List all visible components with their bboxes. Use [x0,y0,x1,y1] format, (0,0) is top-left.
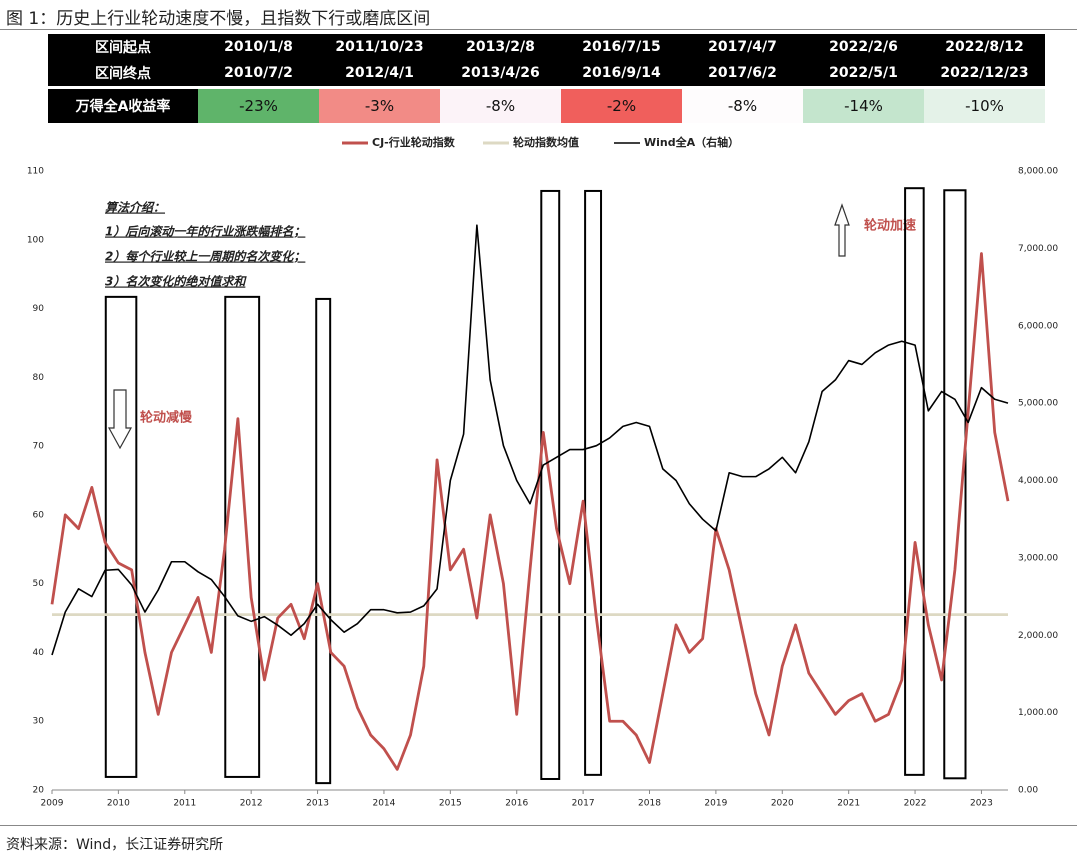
highlight-box [584,189,603,776]
x-tick-label: 2012 [240,799,263,809]
y-tick-label: 30 [33,717,45,727]
period-start: 2010/1/8 [198,34,319,60]
y2-tick-label: 0.00 [1018,786,1038,796]
period-start: 2022/2/6 [803,34,924,60]
highlight-box [315,297,332,785]
method-line: 2）每个行业较上一周期的名次变化； [105,250,305,264]
row-label: 区间终点 [48,60,198,86]
period-start: 2022/8/12 [924,34,1045,60]
period-end: 2022/5/1 [803,60,924,86]
highlight-box [104,295,138,778]
y2-tick-label: 7,000.00 [1018,244,1058,254]
x-tick-label: 2018 [638,799,661,809]
period-return: -8% [440,86,561,123]
y-tick-label: 20 [33,786,45,796]
y2-tick-label: 8,000.00 [1018,167,1058,177]
period-start: 2013/2/8 [440,34,561,60]
row-label: 万得全A收益率 [48,86,198,123]
y-tick-label: 50 [33,579,45,589]
x-tick-label: 2009 [41,799,64,809]
y2-tick-label: 4,000.00 [1018,476,1058,486]
y-tick-label: 90 [33,304,45,314]
highlight-box [904,187,925,776]
y2-tick-label: 2,000.00 [1018,631,1058,641]
y2-tick-label: 5,000.00 [1018,399,1058,409]
method-line: 3）名次变化的绝对值求和 [105,275,247,289]
x-tick-label: 2023 [970,799,993,809]
x-tick-label: 2013 [306,799,329,809]
method-line: 1）后向滚动一年的行业涨跌幅排名； [105,225,305,239]
x-tick-label: 2021 [837,799,860,809]
period-end: 2013/4/26 [440,60,561,86]
x-tick-label: 2019 [704,799,727,809]
source-rule [0,825,1077,826]
highlight-box [943,189,967,780]
x-tick-label: 2020 [771,799,794,809]
period-return: -8% [682,86,803,123]
x-tick-label: 2016 [505,799,528,809]
x-tick-label: 2011 [173,799,196,809]
y2-tick-label: 1,000.00 [1018,708,1058,718]
y-tick-label: 70 [33,442,45,452]
x-tick-label: 2010 [107,799,130,809]
series-line [50,252,1010,771]
y2-tick-label: 6,000.00 [1018,321,1058,331]
y2-tick-label: 3,000.00 [1018,553,1058,563]
series-line [51,224,1009,656]
source-note: 资料来源：Wind，长江证券研究所 [6,837,224,853]
table-row: 区间起点 2010/1/8 2011/10/23 2013/2/8 2016/7/15 2… [48,34,1045,60]
period-end: 2016/9/14 [561,60,682,86]
highlight-box [224,295,261,778]
period-return: -10% [924,86,1045,123]
legend-label: CJ-行业轮动指数 [372,135,456,149]
period-return: -14% [803,86,924,123]
period-start: 2017/4/7 [682,34,803,60]
y-tick-label: 110 [27,167,44,177]
period-end: 2017/6/2 [682,60,803,86]
period-end: 2012/4/1 [319,60,440,86]
legend-label: 轮动指数均值 [513,135,579,149]
period-return: -23% [198,86,319,123]
row-label: 区间起点 [48,34,198,60]
x-tick-label: 2015 [439,799,462,809]
period-start: 2016/7/15 [561,34,682,60]
period-return: -2% [561,86,682,123]
highlight-box [540,189,561,780]
speed-up-note: 轮动加速 [864,218,916,234]
period-table: 区间起点 2010/1/8 2011/10/23 2013/2/8 2016/7/15 2… [48,34,1045,123]
down-arrow [107,389,133,450]
period-return: -3% [319,86,440,123]
x-tick-label: 2014 [372,799,395,809]
slow-down-note: 轮动减慢 [140,410,193,426]
up-arrow [834,203,850,257]
title-rule [0,29,1077,30]
period-end: 2010/7/2 [198,60,319,86]
x-tick-label: 2022 [904,799,927,809]
x-tick-label: 2017 [572,799,595,809]
period-start: 2011/10/23 [319,34,440,60]
y-tick-label: 60 [33,510,45,520]
y-tick-label: 80 [33,373,45,383]
period-end: 2022/12/23 [924,60,1045,86]
table-row: 区间终点 2010/7/2 2012/4/1 2013/4/26 2016/9/14 20… [48,60,1045,86]
legend-label: Wind全A（右轴） [644,135,739,149]
method-title: 算法介绍： [105,201,165,215]
table-row: 万得全A收益率 -23% -3% -8% -2% -8% -14% -10% [48,86,1045,123]
y-tick-label: 100 [27,235,44,245]
y-tick-label: 40 [33,648,45,658]
figure-title: 图 1：历史上行业轮动速度不慢，且指数下行或磨底区间 [6,9,431,29]
